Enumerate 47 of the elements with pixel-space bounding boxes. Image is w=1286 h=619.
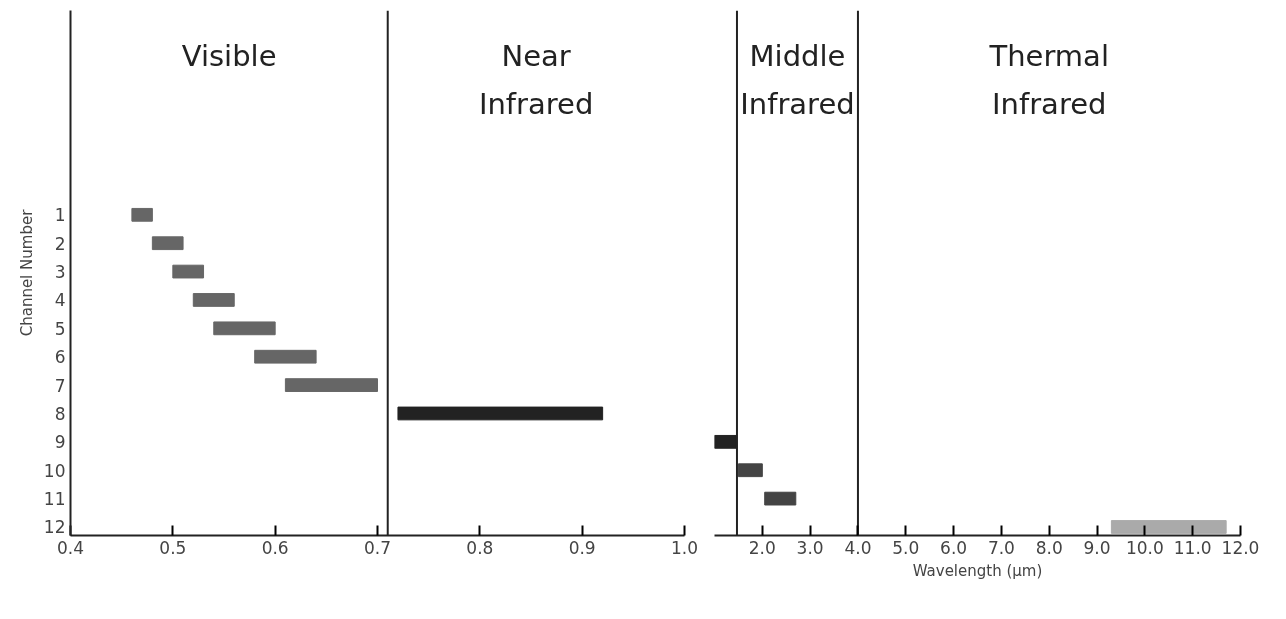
x-tick-label: 1.0: [670, 537, 699, 558]
x-tick-label: 0.7: [363, 537, 392, 558]
x-tick-label: 5.0: [892, 537, 920, 558]
text: Thermal Infrared: [988, 38, 1109, 122]
x-axis-title: Wavelength (μm): [912, 561, 1043, 580]
bar: [151, 236, 184, 251]
y-tick-label: 8: [54, 403, 66, 424]
y-tick-label: 9: [54, 432, 66, 453]
x-tick-label: 0.9: [568, 537, 596, 558]
bar: [397, 406, 604, 421]
y-axis-title: Channel Number: [17, 208, 36, 337]
x-tick-label: 2.0: [748, 537, 776, 558]
bar: [213, 321, 276, 336]
x-tick-label: 0.6: [261, 537, 289, 558]
y-tick-label: 12: [43, 517, 66, 538]
bar: [764, 491, 797, 506]
y-tick-label: 5: [54, 318, 66, 339]
y-tick-label: 3: [54, 262, 66, 283]
y-tick-label: 4: [54, 290, 66, 311]
x-tick-label: 8.0: [1035, 537, 1063, 558]
bar: [172, 264, 205, 279]
x-tick-label: 9.0: [1083, 537, 1111, 558]
bar: [737, 463, 763, 478]
x-tick-label: 11.0: [1173, 537, 1212, 558]
y-tick-label: 6: [54, 347, 66, 368]
x-tick-label: 6.0: [940, 537, 968, 558]
text: Middle Infrared: [740, 38, 855, 122]
x-tick-label: 0.8: [466, 537, 494, 558]
bar: [284, 378, 378, 392]
bar: [131, 207, 153, 222]
x-tick-label: 0.4: [56, 537, 85, 558]
bar: [1110, 520, 1227, 534]
y-tick-label: 7: [54, 375, 66, 396]
text: Near Infrared: [478, 38, 594, 122]
text: Visible: [181, 38, 277, 73]
x-tick-label: 0.5: [159, 537, 187, 558]
x-tick-label: 7.0: [987, 537, 1015, 558]
y-tick-label: 11: [43, 489, 66, 510]
y-tick-label: 2: [54, 233, 66, 254]
bar: [192, 293, 235, 307]
y-tick-label: 1: [54, 205, 66, 226]
x-tick-label: 3.0: [796, 537, 824, 558]
y-tick-label: 10: [43, 460, 66, 481]
bar: [254, 349, 317, 364]
x-tick-label: 4.0: [844, 537, 872, 558]
x-tick-label: 10.0: [1125, 537, 1164, 558]
x-tick-label: 12.0: [1221, 537, 1260, 558]
